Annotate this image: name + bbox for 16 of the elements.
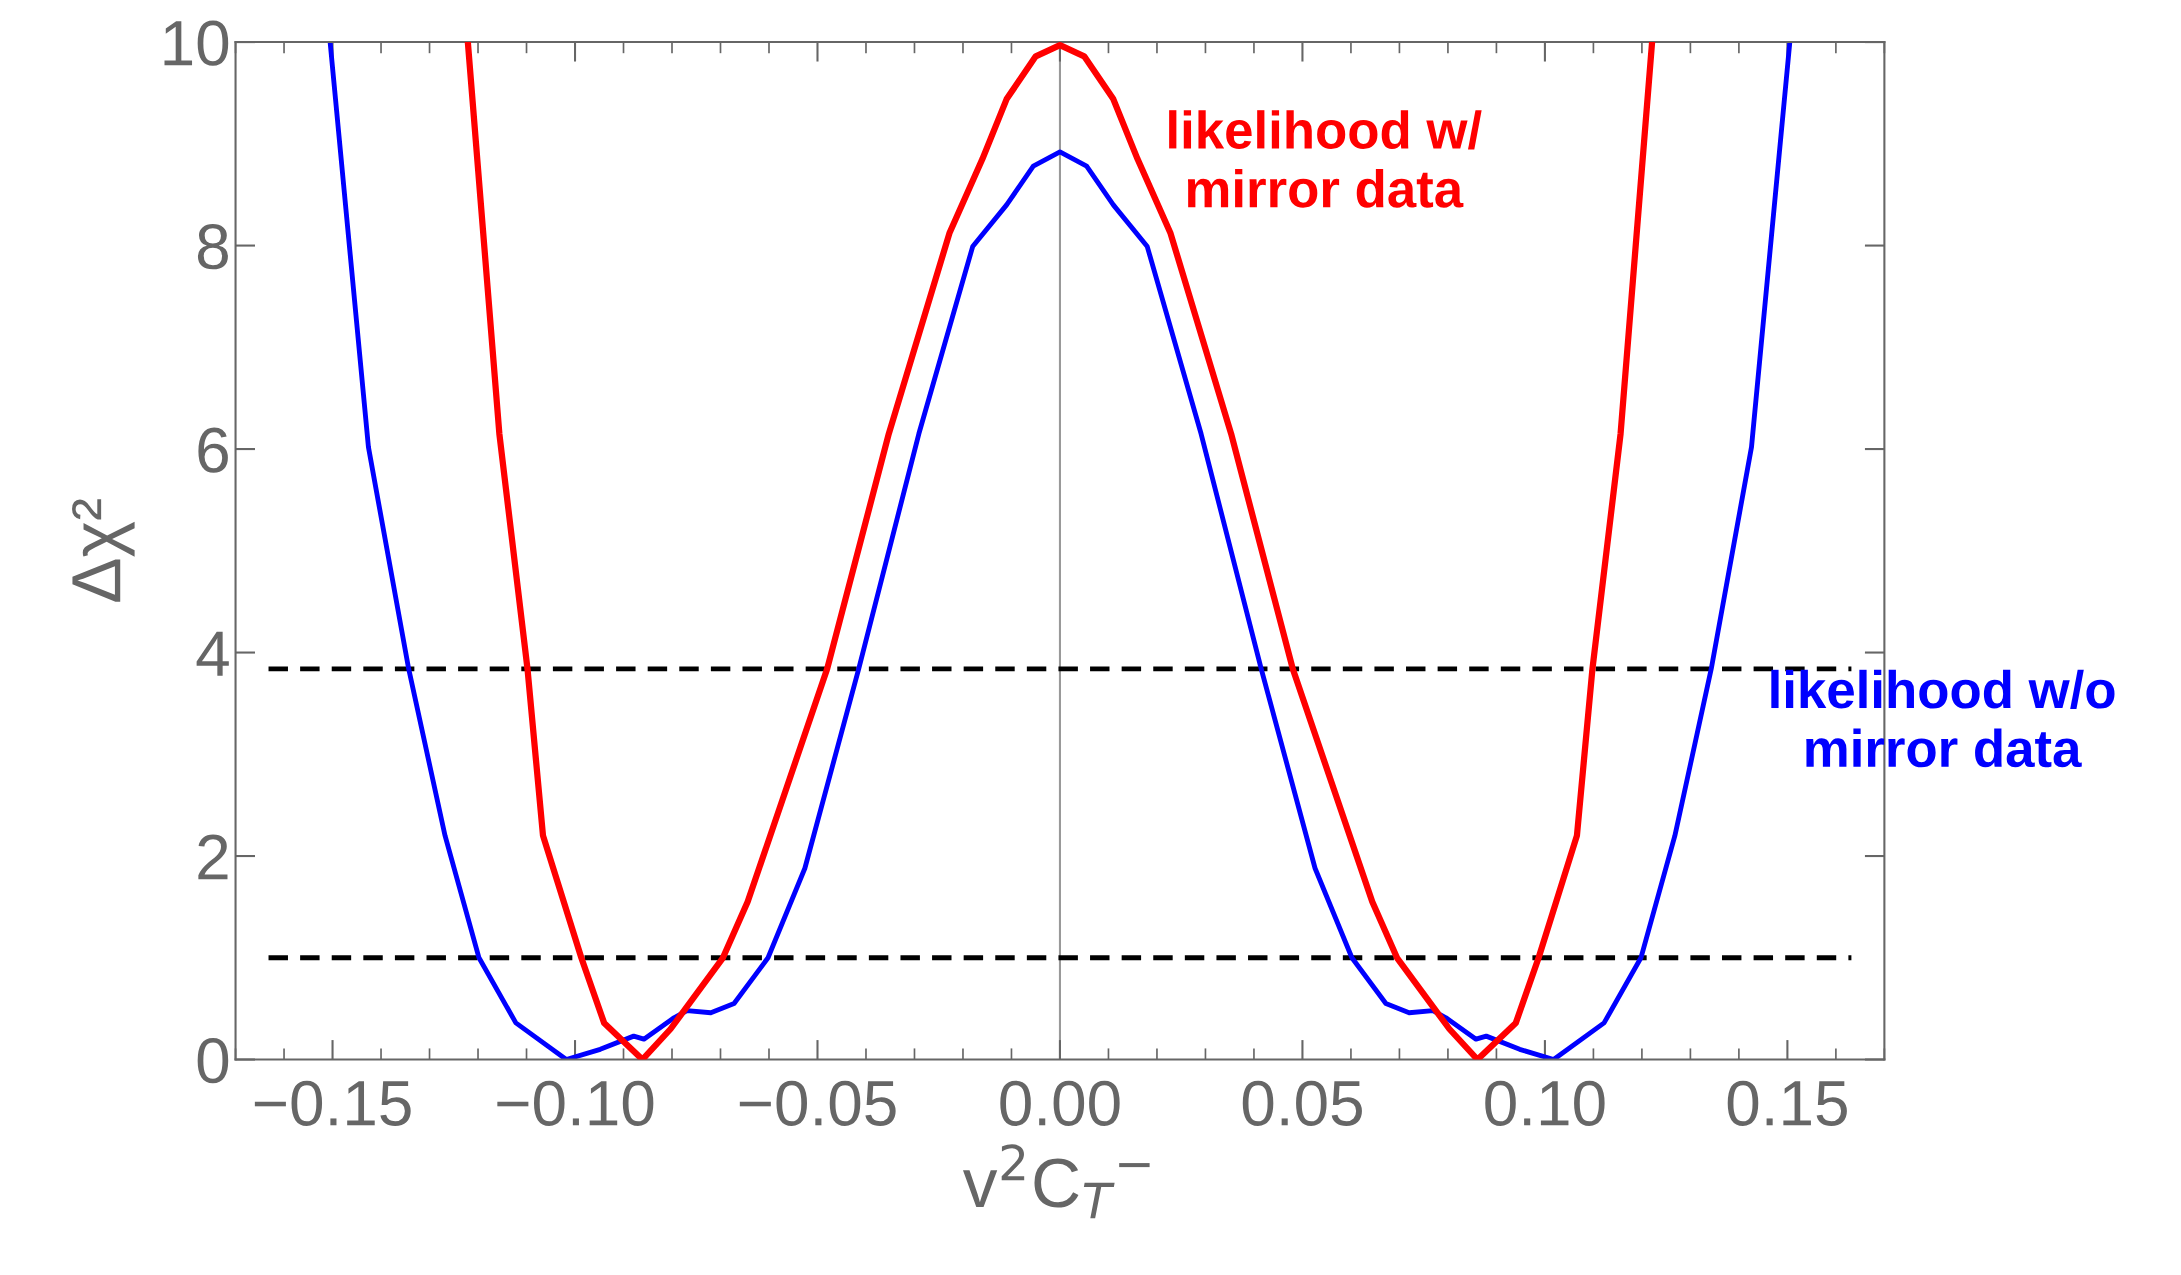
y-tick-label: 4 (196, 631, 229, 676)
x-tick-label: −0.05 (739, 1080, 896, 1126)
x-tick-label: 0.00 (1000, 1080, 1120, 1126)
x-tick-label: 0.10 (1485, 1080, 1605, 1126)
x-tick-label: 0.15 (1727, 1080, 1847, 1126)
y-tick-label: 2 (198, 834, 228, 880)
y-tick-label: 6 (198, 427, 228, 473)
series-label: likelihood w/ mirror data (1169, 110, 1482, 208)
x-tick-label: −0.10 (497, 1080, 654, 1126)
y-axis-title: Δχ² (72, 499, 135, 602)
y-tick-label: 8 (197, 224, 228, 270)
y-tick-label: 0 (197, 1038, 229, 1084)
y-tick-label: 10 (164, 20, 229, 66)
x-tick-label: 0.05 (1242, 1080, 1362, 1126)
x-axis-title: v$^{2}$C$_{T}$$^{−}$ (962, 1144, 1150, 1219)
x-tick-label: −0.15 (254, 1080, 411, 1126)
